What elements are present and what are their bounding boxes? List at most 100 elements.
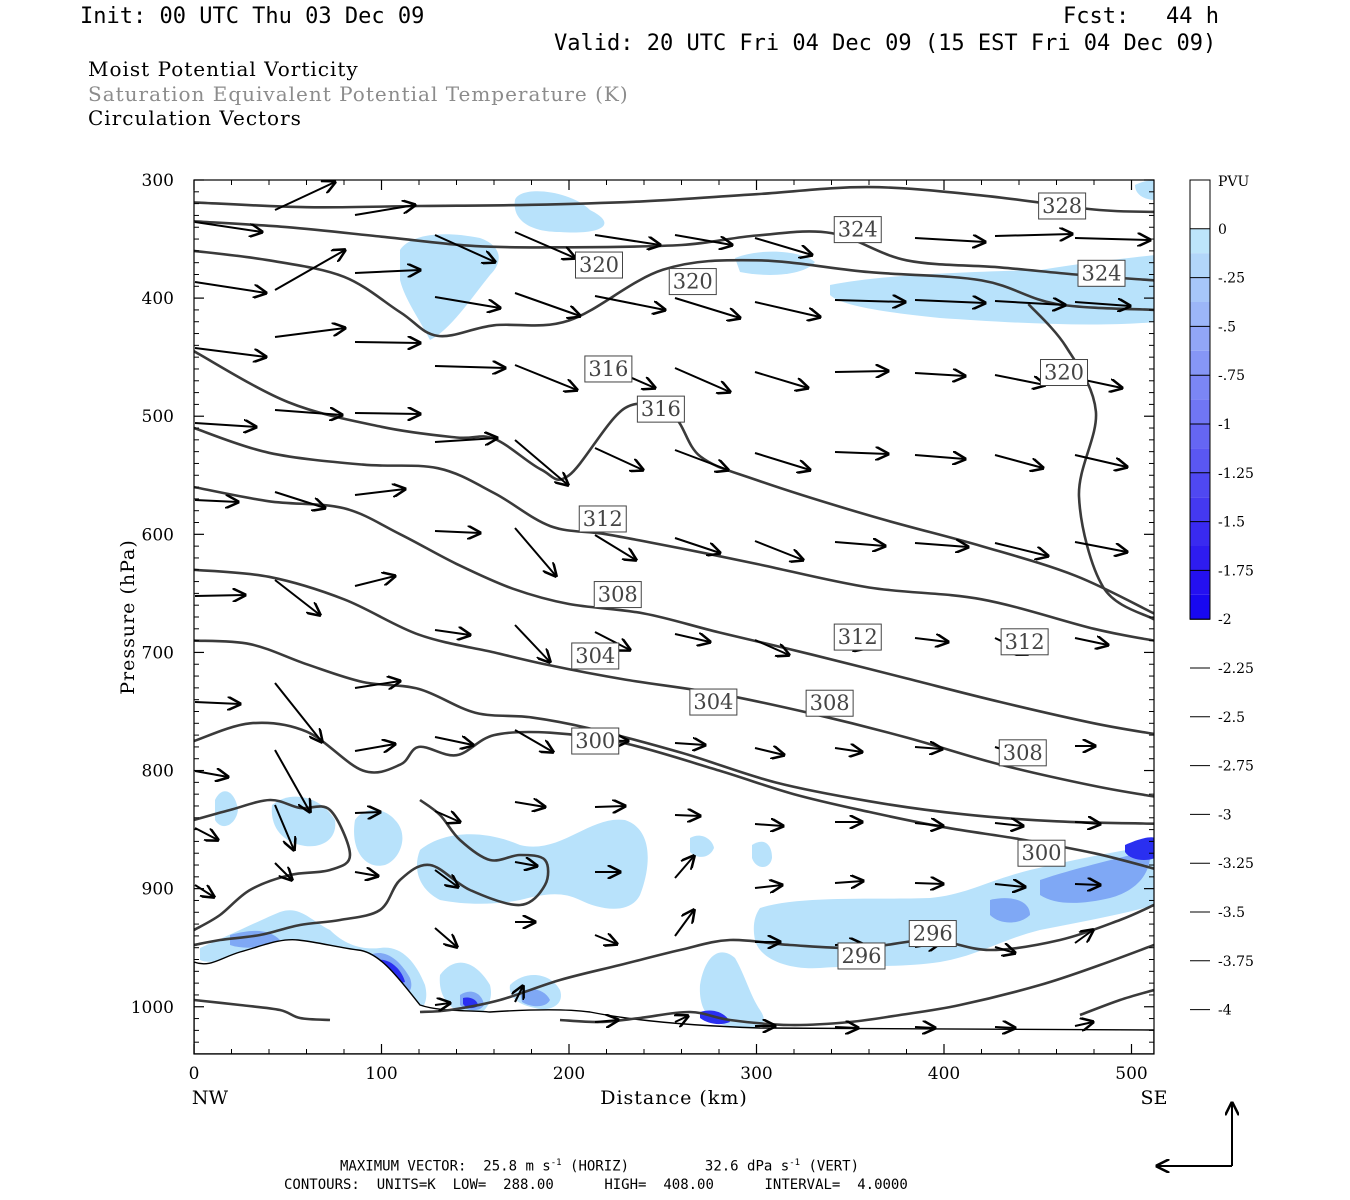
colorbar-swatch [1190,375,1210,400]
contour-label: 320 [1044,361,1084,385]
circulation-vector [514,527,556,576]
mpv-region [520,989,550,1007]
colorbar-swatch [1190,472,1210,498]
vert-exp: -1 [789,1158,801,1168]
colorbar-label: -2.25 [1218,661,1254,677]
theta-contour-extra [194,798,550,947]
circulation-vector [434,630,470,635]
field-theta-es: Saturation Equivalent Potential Temperat… [88,82,629,106]
circulation-vector [274,491,325,508]
circulation-vector [834,881,863,883]
contour-label: 324 [1081,261,1121,285]
circulation-vector [914,638,948,642]
circulation-vector [594,234,660,245]
colorbar-swatch [1190,448,1210,473]
circulation-vector [1074,638,1108,645]
circulation-vector [434,438,497,442]
forecast-hours: 44 h [1166,4,1219,29]
colorbar-swatch [1190,302,1210,327]
colorbar-label: 0 [1218,222,1227,238]
circulation-vector [514,624,550,662]
circulation-vector [754,237,812,255]
circulation-vector [674,910,694,937]
circulation-vector [594,295,665,310]
horiz-exp: -1 [550,1158,562,1168]
circulation-vector [674,537,720,553]
contour-label: 312 [1005,630,1045,654]
x-tick-label: 100 [365,1064,397,1084]
circulation-vector [274,804,294,850]
circulation-vector [994,884,1025,887]
terrain [194,938,1154,1054]
circulation-vector [514,292,580,316]
x-axis-title: Distance (km) [600,1087,748,1109]
circulation-vector [194,771,228,777]
high-label: HIGH= [604,1177,647,1193]
theta-contour-extra [1079,988,1154,1017]
contour-label: 304 [575,644,615,668]
circulation-vector [434,296,500,308]
colorbar-label: -3.75 [1218,954,1254,970]
circulation-vector [674,449,728,470]
circulation-vector [674,743,705,745]
circulation-vector [194,595,245,596]
contour-label-box [578,505,627,533]
circulation-vector [354,812,380,813]
circulation-vector [754,540,803,560]
colorbar-label: -1.75 [1218,563,1254,579]
circulation-vector [914,747,942,749]
right-end-label: SE [1141,1087,1168,1109]
circulation-vector [274,250,345,291]
contour-label: 324 [838,218,878,242]
colorbar-label: -1.25 [1218,466,1254,482]
colorbar-label: -2 [1218,612,1232,628]
circulation-vector [354,489,405,495]
circulation-vector [914,543,968,547]
contour-label: 312 [838,625,878,649]
circulation-vector [434,810,460,822]
contour-label: 308 [1003,741,1043,765]
circulation-vector [914,300,985,303]
circulation-vector [914,823,943,826]
circulation-vector [274,682,322,742]
contour-label: 316 [588,357,628,381]
mpv-region [753,845,1154,969]
circulation-vector [1074,302,1130,306]
circulation-vector [914,373,965,376]
theta-contour [194,220,1154,282]
circulation-vector [1074,238,1150,240]
init-time: Init: 00 UTC Thu 03 Dec 09 [80,4,425,29]
y-tick-label: 500 [142,407,174,427]
circulation-vector [834,452,888,454]
circulation-vector [674,234,732,245]
contour-label-box [584,355,633,383]
colorbar-swatch [1190,228,1210,254]
colorbar-label: -4 [1218,1003,1232,1019]
x-tick-label: 500 [1115,1064,1147,1084]
field-circulation: Circulation Vectors [88,106,302,130]
colorbar-label: -3.5 [1218,905,1245,921]
circulation-vectors [194,182,1150,1028]
circulation-vector [274,410,342,415]
contour-labels: 328 324 324 320 320 320 316 316 312 312 312 308 308 3… [571,192,1126,970]
colorbar-swatch [1190,497,1210,522]
circulation-vector [594,1020,618,1022]
circulation-vector [1074,1022,1093,1026]
circulation-vector [434,531,480,533]
contour-label-box [833,623,882,651]
contour-label: 320 [673,270,713,294]
contour-label: 316 [641,397,681,421]
colorbar-swatch [1190,326,1210,351]
mpv-region [1125,837,1154,860]
contours-line: CONTOURS: UNITS=K LOW= 288.00 HIGH= 408.… [284,1177,908,1193]
colorbar-label: -.5 [1218,319,1236,335]
circulation-vector [754,639,789,655]
y-tick-label: 700 [142,643,174,663]
contour-label-box [575,251,623,279]
circulation-vector [194,500,238,502]
contour-label: 312 [583,507,623,531]
colorbar-swatch [1190,277,1210,302]
y-tick-label: 400 [142,289,174,309]
field-moist-pv: Moist Potential Vorticity [88,57,359,81]
colorbar-swatch [1190,350,1210,376]
